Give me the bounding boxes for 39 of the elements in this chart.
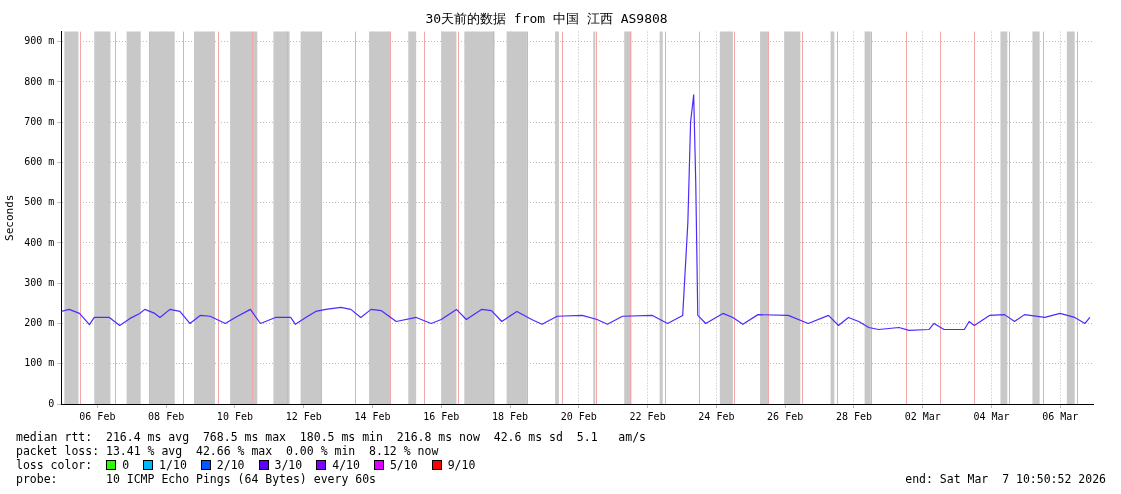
x-tick-label: 10 Feb [216, 410, 253, 422]
x-tick-label: 28 Feb [835, 410, 872, 422]
text: packet loss: 13.41 % avg 42.66 % max 0.00 % min 8.12 % now [16, 444, 439, 458]
text: loss color: [16, 458, 93, 472]
text: 0 [122, 458, 130, 472]
text: 1/10 [159, 458, 187, 472]
x-tick-label: 06 Mar [1042, 410, 1079, 422]
x-tick-label: 14 Feb [354, 410, 391, 422]
y-tick-label: 400 m [24, 236, 55, 248]
x-tick-label: 18 Feb [491, 410, 529, 422]
x-tick-label: 08 Feb [148, 410, 185, 422]
y-axis-title: Seconds [3, 194, 17, 241]
x-tick-label: 16 Feb [423, 410, 460, 422]
y-tick-label: 800 m [24, 75, 55, 87]
y-tick-label: 600 m [24, 156, 55, 168]
y-tick-label: 700 m [24, 115, 55, 127]
x-tick-label: 12 Feb [285, 410, 322, 422]
y-tick-label: 500 m [24, 196, 55, 208]
chart-title: 30天前的数据 from 中国 江西 AS9808 [425, 11, 668, 27]
text: probe: 10 ICMP Echo Pings (64 Bytes) every 60s [16, 472, 377, 486]
text: 5/10 [389, 458, 418, 472]
y-tick-label: 100 m [24, 357, 55, 369]
x-tick-label: 26 Feb [767, 410, 804, 422]
x-tick-label: 04 Mar [973, 410, 1010, 422]
text: 4/10 [332, 458, 360, 472]
text: median rtt: 216.4 ms avg 768.5 ms max 180.5 ms min 216.8 ms now 42.6 ms sd 5.1 am/s [16, 430, 647, 444]
x-tick-label: 02 Mar [904, 410, 941, 422]
y-tick-label: 300 m [24, 276, 55, 288]
y-tick-label: 200 m [24, 317, 55, 329]
text: end: Sat Mar 7 10:50:52 2026 [905, 472, 1106, 486]
text: 3/10 [274, 458, 303, 472]
y-tick-label: 0 [48, 397, 55, 409]
x-tick-label: 20 Feb [560, 410, 597, 422]
x-tick-label: 06 Feb [79, 410, 116, 422]
x-tick-label: 24 Feb [698, 410, 735, 422]
x-tick-label: 22 Feb [629, 410, 666, 422]
text: 9/10 [447, 458, 476, 472]
y-tick-label: 900 m [24, 35, 55, 47]
text: 2/10 [216, 458, 245, 472]
